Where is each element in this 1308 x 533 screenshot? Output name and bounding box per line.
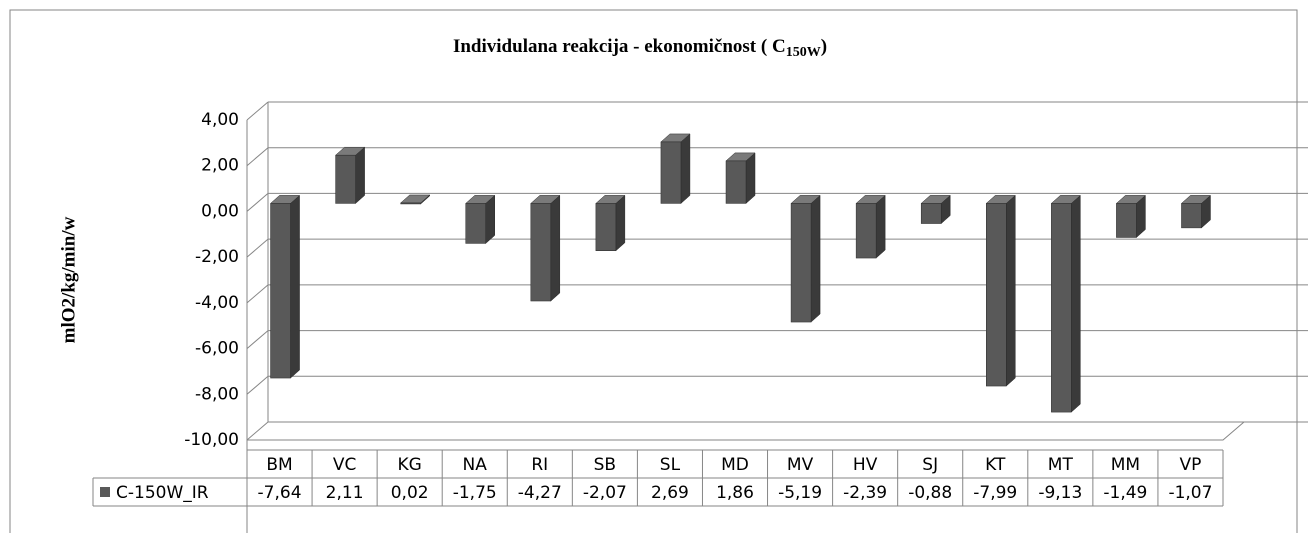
table-value: 2,11	[326, 483, 364, 503]
x-tick-label: BM	[266, 455, 292, 475]
table-value: -1,75	[453, 483, 497, 503]
bar	[334, 146, 366, 204]
bar	[595, 194, 626, 252]
bar	[530, 194, 561, 302]
bar-side	[745, 152, 756, 204]
bar-front	[725, 160, 747, 204]
x-tick-label: SB	[594, 455, 616, 475]
x-tick-label: SJ	[922, 455, 938, 475]
bar-side	[810, 194, 821, 323]
x-tick-label: VP	[1180, 455, 1202, 475]
table-value: -4,27	[518, 483, 562, 503]
bar	[465, 194, 496, 244]
bar-front	[335, 154, 356, 204]
bar-front	[1181, 203, 1202, 229]
x-tick-label: NA	[463, 455, 488, 475]
bar-side	[355, 146, 365, 204]
table-value: -2,07	[583, 483, 627, 503]
bar-side	[290, 194, 300, 379]
bar	[985, 194, 1016, 387]
chart-frame	[9, 9, 1298, 533]
grid-depth-line	[246, 193, 269, 212]
grid-depth-line	[246, 147, 269, 167]
bar-front	[986, 203, 1007, 387]
bar-front	[660, 141, 682, 204]
bar-front	[270, 203, 291, 379]
grid-depth-line	[246, 375, 269, 395]
title-main: Individulana reakcija - ekonomičnost ( C	[453, 36, 786, 57]
bar-front	[530, 203, 552, 302]
bar	[1050, 194, 1081, 413]
bar-side	[485, 194, 495, 244]
y-tick-label: 2,00	[201, 156, 239, 176]
y-tick-label: -8,00	[195, 384, 239, 404]
y-tick-label: -4,00	[195, 293, 239, 313]
bar	[920, 194, 951, 225]
bar	[1180, 194, 1212, 229]
bar-side	[875, 194, 886, 259]
bar	[269, 194, 301, 379]
bar-front	[790, 203, 812, 323]
bar-front	[855, 203, 877, 259]
table-value: -1,07	[1168, 483, 1212, 503]
bar-side	[1071, 194, 1081, 413]
bar-front	[1116, 203, 1137, 238]
bar	[660, 133, 691, 204]
chart-title: Individulana reakcija - ekonomičnost ( C…	[453, 36, 827, 60]
x-tick-label: MM	[1111, 455, 1140, 475]
x-tick-label: RI	[531, 455, 548, 475]
x-tick-label: HV	[853, 455, 878, 475]
table-value: 2,69	[651, 483, 689, 503]
title-subscript: 150W	[786, 45, 821, 60]
bar-side	[680, 133, 691, 204]
x-tick-label: MT	[1048, 455, 1074, 475]
title-end: )	[821, 36, 827, 57]
bar	[1115, 194, 1147, 239]
table-value: -2,39	[843, 483, 887, 503]
floor	[247, 421, 1245, 441]
grid-depth-line	[246, 330, 269, 349]
bar-front	[920, 203, 942, 224]
bar-front	[595, 203, 617, 251]
x-tick-label: KT	[985, 455, 1006, 475]
grid-depth-line	[246, 101, 269, 121]
y-axis-label: mlO2/kg/min/w	[58, 216, 79, 343]
bar	[400, 194, 431, 205]
x-tick-label: MV	[787, 455, 814, 475]
table-value: 0,02	[391, 483, 429, 503]
y-tick-label: 4,00	[201, 110, 239, 130]
x-tick-label: SL	[660, 455, 681, 475]
table-value: -9,13	[1038, 483, 1082, 503]
y-tick-label: -2,00	[195, 247, 239, 267]
y-tick-label: -6,00	[195, 339, 239, 359]
bar-side	[550, 194, 561, 302]
grid-depth-line	[246, 238, 269, 258]
table-value: 1,86	[716, 483, 754, 503]
grid-depth-line	[246, 421, 269, 441]
table-value: -7,64	[258, 483, 302, 503]
x-tick-label: VC	[333, 455, 357, 475]
bar-front	[1051, 203, 1072, 413]
grid-depth-line	[246, 284, 269, 304]
y-tick-label: 0,00	[201, 201, 239, 221]
legend-label: C-150W_IR	[116, 483, 209, 503]
x-tick-label: MD	[721, 455, 749, 475]
bar-front	[465, 203, 486, 244]
table-value: -1,49	[1103, 483, 1147, 503]
table-value: -7,99	[973, 483, 1017, 503]
bar-front	[400, 202, 421, 205]
x-tick-label: KG	[398, 455, 422, 475]
table-value: -0,88	[908, 483, 952, 503]
bar-side	[1006, 194, 1016, 387]
bar-side	[615, 194, 626, 252]
y-tick-label: -10,00	[184, 430, 239, 450]
bar	[725, 152, 756, 204]
bar	[855, 194, 886, 259]
bar	[790, 194, 821, 323]
table-value: -5,19	[778, 483, 822, 503]
legend-key	[100, 487, 110, 497]
